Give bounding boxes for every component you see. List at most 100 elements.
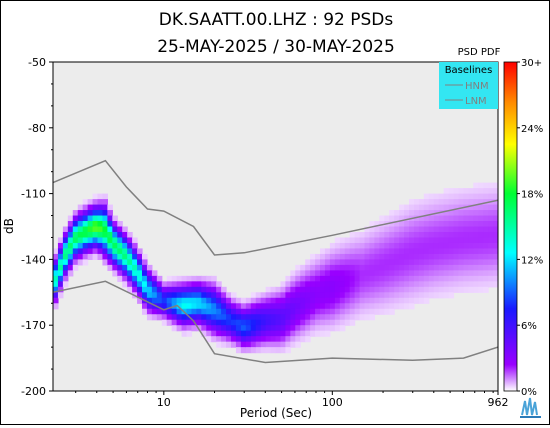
density-cell: [468, 242, 474, 250]
density-cell: [488, 182, 494, 189]
density-cell: [483, 204, 489, 211]
density-cell: [458, 242, 464, 250]
density-cell: [349, 314, 356, 321]
density-cell: [458, 199, 464, 206]
density-cell: [221, 314, 227, 321]
density-cell: [250, 308, 257, 315]
density-cell: [310, 319, 316, 326]
density-cell: [176, 314, 183, 321]
density-cell: [265, 347, 272, 354]
density-cell: [399, 303, 405, 310]
density-cell: [483, 231, 489, 239]
density-cell: [92, 199, 99, 206]
density-cell: [117, 242, 123, 250]
density-cell: [324, 253, 331, 260]
density-cell: [463, 259, 469, 266]
density-cell: [102, 231, 108, 239]
density-cell: [285, 336, 291, 343]
density-cell: [211, 297, 217, 304]
density-cell: [443, 193, 450, 200]
density-cell: [374, 221, 380, 228]
density-cell: [245, 297, 252, 304]
density-cell: [329, 325, 336, 332]
density-cell: [117, 264, 123, 271]
density-cell: [97, 193, 104, 200]
density-cell: [389, 242, 395, 250]
density-cell: [320, 259, 326, 266]
density-cell: [473, 182, 479, 189]
density-cell: [53, 286, 59, 293]
density-cell: [359, 308, 366, 315]
density-cell: [324, 325, 331, 332]
density-cell: [201, 314, 207, 321]
density-cell: [265, 286, 272, 293]
density-cell: [127, 253, 133, 260]
density-cell: [275, 319, 282, 326]
density-cell: [374, 308, 380, 315]
density-cell: [369, 297, 375, 304]
density-cell: [409, 264, 415, 271]
density-cell: [290, 341, 296, 348]
density-cell: [211, 286, 217, 293]
density-cell: [418, 226, 425, 233]
density-cell: [418, 297, 425, 304]
density-cell: [235, 325, 242, 332]
density-cell: [374, 297, 380, 304]
density-cell: [463, 193, 469, 200]
density-cell: [443, 242, 450, 250]
density-cell: [310, 297, 316, 304]
density-cell: [438, 248, 445, 255]
density-cell: [181, 281, 188, 288]
density-cell: [82, 237, 89, 244]
density-cell: [423, 237, 430, 244]
density-cell: [62, 253, 69, 260]
density-cell: [448, 193, 455, 200]
density-cell: [62, 248, 69, 255]
density-cell: [216, 292, 222, 299]
density-cell: [231, 336, 237, 343]
density-cell: [122, 270, 128, 277]
density-cell: [270, 325, 277, 332]
y-tick-label: -200: [21, 385, 46, 398]
density-cell: [339, 264, 346, 271]
density-cell: [211, 281, 217, 288]
density-cell: [423, 259, 430, 266]
density-cell: [443, 231, 450, 239]
density-cell: [438, 231, 445, 239]
density-cell: [181, 314, 188, 321]
density-cell: [418, 221, 425, 228]
density-cell: [305, 259, 311, 266]
density-cell: [320, 270, 326, 277]
density-cell: [240, 297, 247, 304]
density-cell: [260, 292, 267, 299]
density-cell: [409, 281, 415, 288]
density-cell: [201, 275, 207, 282]
density-cell: [329, 314, 336, 321]
density-cell: [72, 242, 79, 250]
density-cell: [443, 221, 450, 228]
density-cell: [186, 330, 193, 337]
density-cell: [334, 237, 341, 244]
density-cell: [211, 308, 217, 315]
density-cell: [216, 330, 222, 337]
density-cell: [493, 270, 498, 277]
density-cell: [295, 341, 301, 348]
density-cell: [329, 286, 336, 293]
density-cell: [478, 281, 484, 288]
density-cell: [285, 347, 291, 354]
density-cell: [92, 215, 99, 222]
density-cell: [77, 221, 84, 228]
density-cell: [453, 259, 460, 266]
density-cell: [374, 242, 380, 250]
density-cell: [404, 303, 410, 310]
density-cell: [102, 242, 108, 250]
density-cell: [458, 221, 464, 228]
x-tick-label: 962: [488, 396, 509, 409]
density-cell: [468, 193, 474, 200]
density-cell: [280, 330, 286, 337]
density-cell: [463, 264, 469, 271]
density-cell: [433, 204, 440, 211]
density-cell: [72, 221, 79, 228]
density-cell: [156, 286, 163, 293]
density-cell: [201, 292, 207, 299]
